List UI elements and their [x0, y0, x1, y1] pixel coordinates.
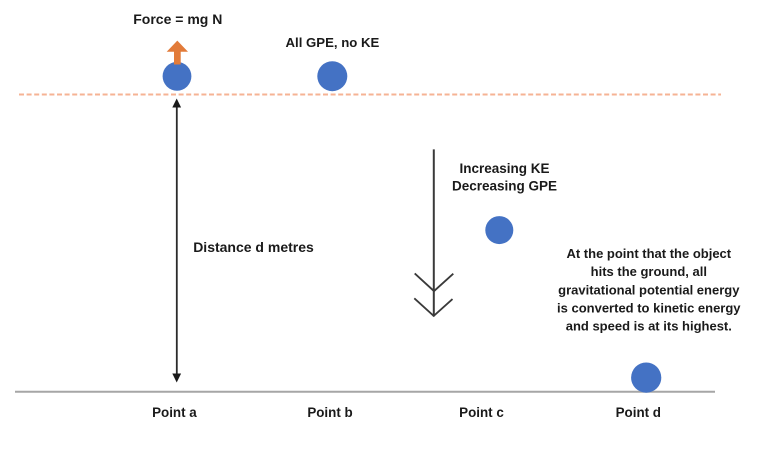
- svg-text:Point a: Point a: [152, 405, 197, 420]
- svg-text:Point c: Point c: [459, 405, 504, 420]
- svg-text:Point b: Point b: [307, 405, 352, 420]
- svg-text:Increasing KE: Increasing KE: [459, 161, 549, 176]
- svg-text:is converted to kinetic energy: is converted to kinetic energy: [557, 301, 741, 316]
- svg-text:Distance d metres: Distance d metres: [193, 239, 314, 255]
- svg-text:Point d: Point d: [616, 405, 661, 420]
- svg-text:At the point that the object: At the point that the object: [566, 246, 731, 261]
- svg-text:and speed is at its highest.: and speed is at its highest.: [566, 319, 732, 334]
- svg-text:Force = mg N: Force = mg N: [133, 11, 222, 27]
- svg-text:hits the ground, all: hits the ground, all: [591, 264, 707, 279]
- svg-text:Decreasing GPE: Decreasing GPE: [452, 178, 557, 193]
- svg-text:All GPE, no KE: All GPE, no KE: [286, 35, 380, 50]
- svg-text:gravitational potential energy: gravitational potential energy: [558, 282, 740, 297]
